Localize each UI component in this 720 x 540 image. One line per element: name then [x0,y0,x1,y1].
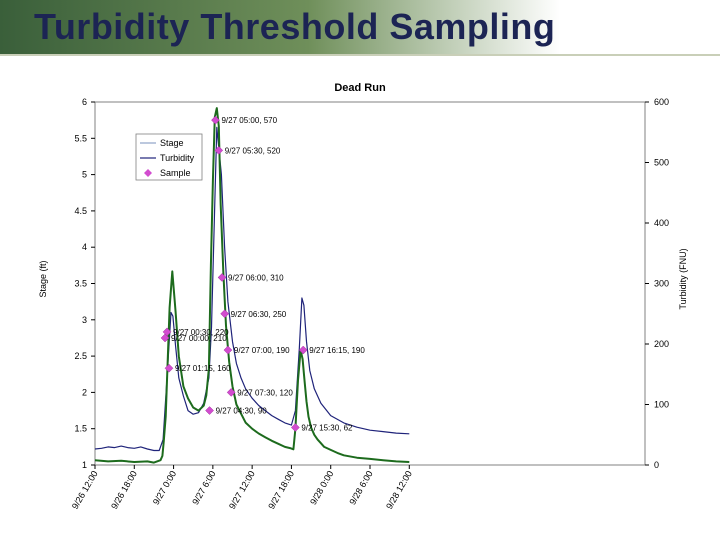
sample-point [211,115,220,125]
y2-tick-label: 300 [654,279,669,289]
sample-label: 9/27 04:30, 90 [216,407,268,416]
sample-label: 9/27 07:30, 120 [237,388,293,397]
sample-point [160,333,170,343]
y2-tick-label: 600 [654,97,669,107]
sample-label: 9/27 06:00, 310 [228,273,284,282]
sample-point [217,273,227,282]
title-banner: Turbidity Threshold Sampling [0,0,720,60]
sample-label: 9/27 06:30, 250 [231,310,287,319]
y-tick-label: 5.5 [74,133,87,143]
stage-line [94,126,410,452]
page-title: Turbidity Threshold Sampling [34,6,556,47]
sample-point [205,406,214,415]
x-tick-label: 9/27 12:00 [227,469,257,511]
y2-tick-label: 400 [654,218,669,228]
x-tick-label: 9/27 6:00 [190,469,217,507]
legend-entry: Sample [160,168,191,178]
legend-entry: Stage [160,138,184,148]
y-tick-label: 4 [82,242,87,252]
sample-label: 9/27 00:30, 220 [173,328,229,337]
y-tick-label: 3.5 [74,279,87,289]
y-tick-label: 6 [82,97,87,107]
sample-point [214,146,224,155]
x-tick-label: 9/27 0:00 [151,469,178,507]
chart-legend: Stage Turbidity Sample [135,133,203,181]
y2-axis-label: Turbidity (FNU) [678,248,688,309]
sample-point [164,363,174,373]
sample-label: 9/27 05:30, 520 [225,146,281,155]
sample-label: 9/27 00:00, 210 [171,334,227,343]
sample-label: 9/27 15:30, 62 [301,423,353,432]
y-tick-label: 1 [82,460,87,470]
sample-label: 9/27 07:00, 190 [234,346,290,355]
banner-divider [0,54,720,56]
legend-swatch [144,169,152,177]
y-tick-label: 2.5 [74,351,87,361]
y-tick-label: 2 [82,387,87,397]
sample-point [220,309,229,319]
y-tick-label: 4.5 [74,206,87,216]
x-tick-label: 9/28 6:00 [347,469,374,507]
chart-series [94,107,410,464]
x-tick-label: 9/26 12:00 [70,469,100,511]
y2-tick-label: 100 [654,400,669,410]
y-tick-label: 3 [82,315,87,325]
y-axis-label: Stage (ft) [38,260,48,297]
y2-tick-label: 500 [654,158,669,168]
banner-gradient [0,0,560,54]
y-tick-label: 1.5 [74,424,87,434]
sample-label: 9/27 01:15, 160 [175,364,231,373]
sample-point [226,388,236,397]
sample-point [223,345,233,355]
chart-title: Dead Run [334,82,386,94]
legend-entry: Turbidity [160,153,195,163]
sample-point [298,345,308,355]
sample-label: 9/27 05:00, 570 [221,116,277,125]
x-tick-label: 9/28 0:00 [308,469,335,507]
x-tick-label: 9/26 18:00 [109,469,139,511]
sample-label: 9/27 16:15, 190 [309,346,365,355]
y2-tick-label: 200 [654,339,669,349]
y-tick-label: 5 [82,170,87,180]
x-tick-label: 9/27 18:00 [266,469,296,511]
turbidity-line [94,107,410,464]
x-tick-label: 9/28 12:00 [384,469,414,511]
chart-samples: 9/27 05:00, 570 9/27 05:30, 520 9/27 06:00… [160,115,365,432]
sample-point [291,423,300,432]
y2-tick-label: 0 [654,460,659,470]
